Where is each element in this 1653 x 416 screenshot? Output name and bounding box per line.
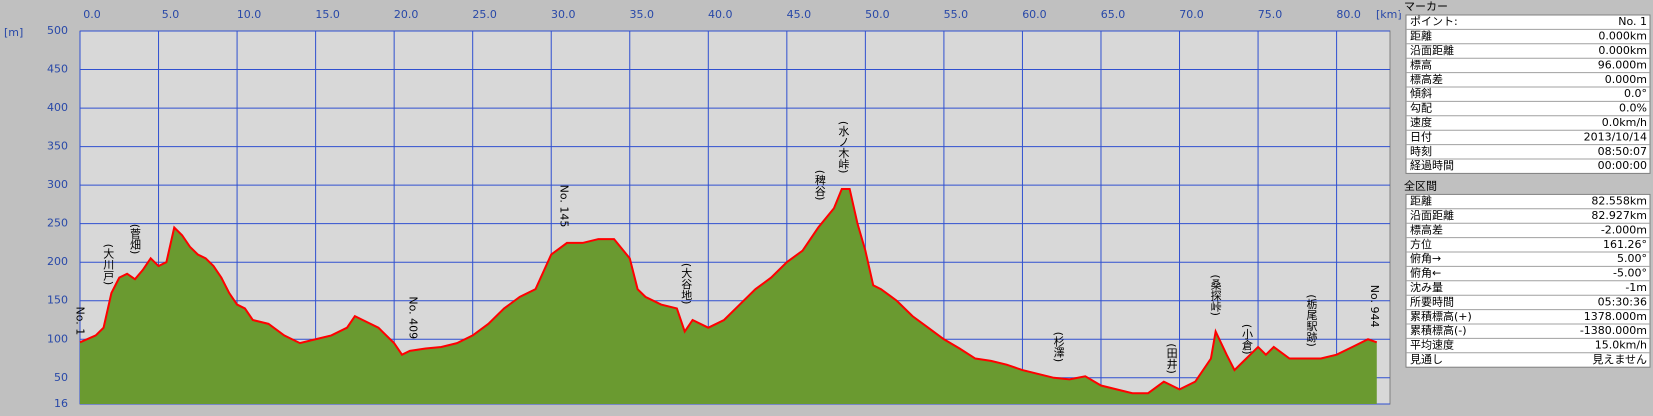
- row-value: 0.000km: [1598, 44, 1647, 57]
- y-tick-label: 50: [54, 371, 68, 384]
- row-label: 累積標高(-): [1410, 323, 1467, 337]
- x-tick-label: 25.0: [472, 8, 497, 21]
- row-value: 0.0°: [1624, 87, 1647, 100]
- x-tick-label: 80.0: [1336, 8, 1361, 21]
- row-value: 08:50:07: [1598, 145, 1647, 158]
- y-tick-label: 450: [47, 63, 68, 76]
- annotation: No. 1: [74, 306, 87, 335]
- row-label: 標高差: [1410, 222, 1443, 236]
- row-label: 沿面距離: [1410, 43, 1454, 57]
- row-value: 0.0km/h: [1602, 116, 1647, 129]
- x-tick-label: 45.0: [787, 8, 812, 21]
- row-label: 経過時間: [1410, 159, 1454, 172]
- y-tick-label: 350: [47, 140, 68, 153]
- annotation: (栃尾駅跡): [1305, 294, 1318, 347]
- annotation: (杉澤): [1052, 332, 1065, 363]
- annotation: (稗谷): [813, 170, 826, 201]
- annotation: (田井): [1165, 343, 1178, 374]
- y-tick-label: 150: [47, 294, 68, 307]
- row-value: -5.00°: [1613, 267, 1647, 280]
- row-label: 沿面距離: [1410, 208, 1454, 222]
- x-axis-label: [km]: [1376, 8, 1402, 21]
- row-label: 方位: [1410, 237, 1432, 251]
- row-label: 標高: [1410, 57, 1432, 71]
- row-label: 俯角←: [1410, 266, 1441, 280]
- y-tick-label: 400: [47, 101, 68, 114]
- x-tick-label: 60.0: [1022, 8, 1047, 21]
- row-value: -1m: [1625, 281, 1647, 294]
- annotation: (水ノ木峠): [837, 121, 850, 174]
- x-tick-label: 10.0: [237, 8, 262, 21]
- y-tick-label: 500: [47, 24, 68, 37]
- row-label: 傾斜: [1410, 86, 1432, 100]
- row-label: 勾配: [1410, 102, 1432, 115]
- x-tick-label: 5.0: [162, 8, 180, 21]
- y-tick-label: 200: [47, 255, 68, 268]
- panel-title: 全区間: [1404, 178, 1437, 192]
- row-value: 5.00°: [1617, 252, 1647, 265]
- x-tick-label: 35.0: [630, 8, 655, 21]
- row-value: 0.000m: [1605, 73, 1647, 86]
- row-value: 82.927km: [1591, 209, 1647, 222]
- row-value: 1378.000m: [1584, 310, 1647, 323]
- row-value: 96.000m: [1598, 58, 1647, 71]
- annotation: (小倉): [1241, 324, 1254, 355]
- row-value: -1380.000m: [1580, 324, 1647, 337]
- x-tick-label: 30.0: [551, 8, 576, 21]
- row-value: 0.0%: [1619, 102, 1647, 115]
- row-label: 速度: [1410, 115, 1432, 129]
- panel-header: [1400, 0, 1650, 13]
- row-label: ポイント:: [1410, 15, 1458, 28]
- row-value: 2013/10/14: [1584, 130, 1647, 143]
- route-line: [79, 187, 1378, 395]
- row-label: 距離: [1410, 194, 1432, 208]
- annotation: (桑探峠): [1209, 274, 1222, 316]
- row-value: 0.000km: [1598, 30, 1647, 43]
- row-value: 00:00:00: [1598, 159, 1647, 172]
- y-axis-label: [m]: [4, 26, 23, 39]
- elevation-area: [80, 188, 1377, 404]
- x-tick-label: 40.0: [708, 8, 733, 21]
- annotation: (大川戸): [102, 244, 115, 286]
- row-label: 距離: [1410, 29, 1432, 43]
- y-tick-label: 250: [47, 217, 68, 230]
- row-label: 見通し: [1410, 353, 1443, 366]
- x-tick-label: 20.0: [394, 8, 419, 21]
- annotation: No. 145: [557, 185, 570, 228]
- row-label: 平均速度: [1410, 338, 1454, 352]
- row-label: 日付: [1410, 130, 1432, 143]
- x-tick-label: 55.0: [944, 8, 969, 21]
- row-value: 見えません: [1592, 353, 1647, 366]
- row-value: 161.26°: [1603, 238, 1647, 251]
- row-label: 時刻: [1410, 144, 1432, 158]
- y-tick-label: 16: [54, 397, 68, 410]
- row-label: 俯角→: [1410, 251, 1441, 265]
- annotation: (菅畑): [128, 224, 141, 255]
- row-label: 標高差: [1410, 72, 1443, 86]
- y-tick-label: 100: [47, 332, 68, 345]
- y-tick-label: 300: [47, 178, 68, 191]
- row-label: 累積標高(+): [1410, 309, 1472, 323]
- row-label: 沈み量: [1410, 280, 1443, 294]
- annotation: No. 409: [406, 296, 419, 339]
- panel-header: [1400, 179, 1650, 193]
- x-tick-label: 0.0: [83, 8, 101, 21]
- panel-table: [1405, 14, 1651, 174]
- row-value: No. 1: [1618, 15, 1647, 28]
- x-tick-label: 50.0: [865, 8, 890, 21]
- row-value: 05:30:36: [1598, 295, 1647, 308]
- x-tick-label: 15.0: [315, 8, 340, 21]
- x-tick-label: 65.0: [1101, 8, 1126, 21]
- annotation: (大谷地): [680, 263, 693, 305]
- x-tick-label: 75.0: [1258, 8, 1283, 21]
- x-tick-label: 70.0: [1179, 8, 1204, 21]
- row-value: 15.0km/h: [1595, 339, 1647, 352]
- row-label: 所要時間: [1410, 295, 1454, 308]
- row-value: -2.000m: [1601, 223, 1647, 236]
- annotation: No. 944: [1368, 285, 1381, 328]
- row-value: 82.558km: [1591, 195, 1647, 208]
- panel-title: マーカー: [1404, 0, 1448, 13]
